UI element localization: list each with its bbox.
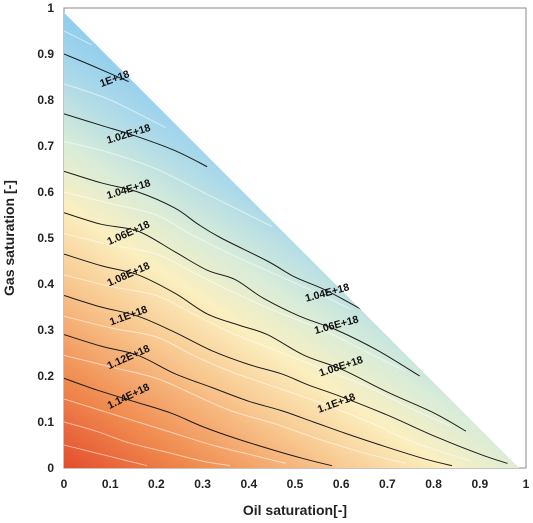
x-tick-label: 0.5 [287,477,304,491]
x-tick-label: 0 [61,477,68,491]
x-tick-label: 0.7 [379,477,396,491]
x-axis-ticks: 0 0.1 0.2 0.3 0.4 0.5 0.6 0.7 0.8 0.9 1 [61,477,530,491]
x-tick-label: 0.6 [333,477,350,491]
contour-line-3 [64,212,420,377]
y-axis-ticks: 0 0.1 0.2 0.3 0.4 0.5 0.6 0.7 0.8 0.9 1 [37,1,54,475]
minor-contour-line-2 [64,140,273,227]
contour-line-6 [64,334,453,467]
contour-line-2 [64,170,374,317]
y-tick-label: 0.3 [37,323,54,337]
x-tick-label: 0.2 [148,477,165,491]
minor-contour-line-5 [64,274,453,428]
y-tick-label: 0.5 [37,231,54,245]
y-tick-label: 0.4 [37,277,54,291]
minor-contour-line-6 [64,315,471,462]
y-tick-label: 0.1 [37,415,54,429]
minor-contour-line-7 [64,354,407,464]
y-tick-label: 0.8 [37,93,54,107]
y-tick-label: 0.7 [37,139,54,153]
minor-contour-line-3 [64,191,351,310]
contour-field [64,12,520,468]
y-tick-label: 0 [47,461,54,475]
x-tick-label: 0.3 [194,477,211,491]
x-axis-title: Oil saturation[-] [243,502,347,518]
minor-contour-lines [64,30,471,467]
contour-line-4 [64,253,467,432]
x-tick-label: 1 [523,477,530,491]
y-tick-label: 0.9 [37,47,54,61]
contour-line-0 [64,53,129,83]
minor-contour-line-1 [64,83,166,129]
contour-line-7 [64,377,333,467]
minor-contour-line-9 [64,421,231,467]
minor-contour-line-4 [64,232,407,372]
minor-contour-line-10 [64,444,148,467]
x-tick-label: 0.1 [102,477,119,491]
x-tick-label: 0.4 [240,477,257,491]
y-tick-label: 0.2 [37,369,54,383]
minor-contour-line-8 [64,398,286,464]
y-tick-label: 0.6 [37,185,54,199]
major-contour-lines [64,53,508,467]
minor-contour-line-0 [64,30,92,46]
y-tick-label: 1 [47,1,54,15]
contour-line-1 [64,113,208,168]
x-tick-label: 0.9 [471,477,488,491]
y-axis-title: Gas saturation [-] [1,180,17,296]
x-tick-label: 0.8 [425,477,442,491]
contour-line-5 [64,295,508,464]
